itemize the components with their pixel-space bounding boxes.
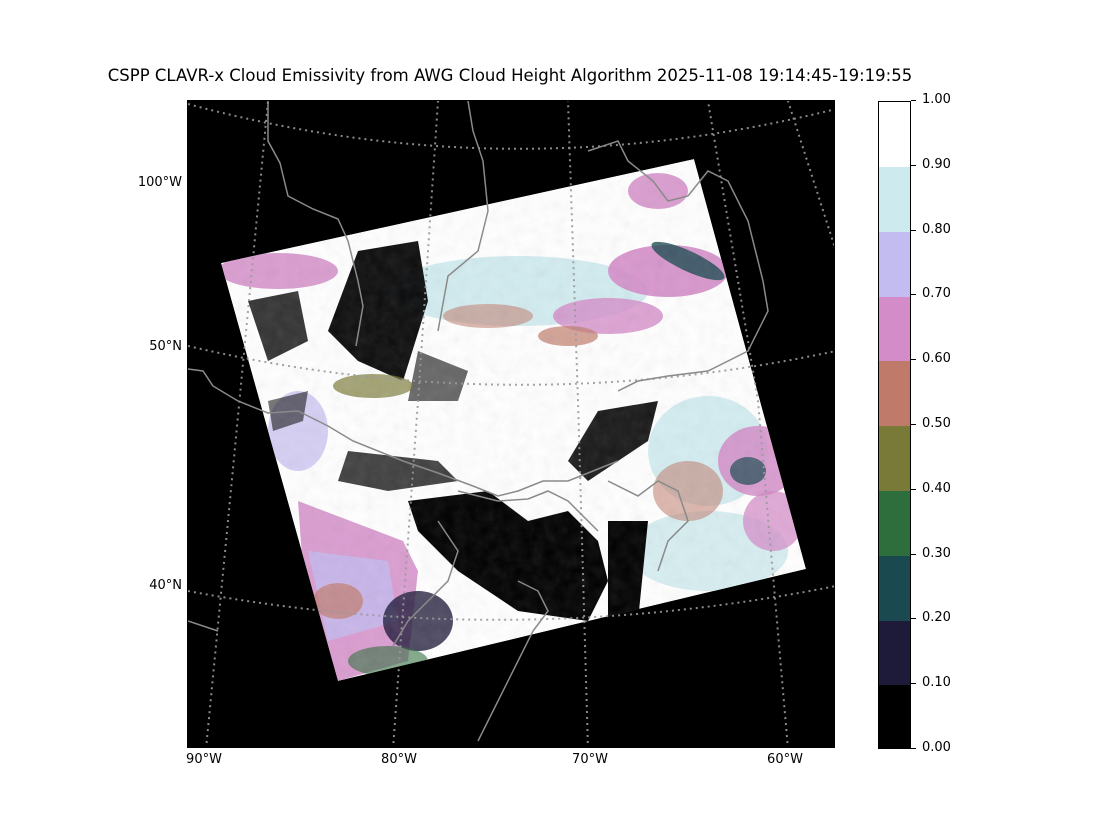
graticule <box>188 101 834 747</box>
colorbar-segment <box>879 296 910 362</box>
colorbar-segment <box>879 361 910 427</box>
colorbar-tick <box>911 748 916 749</box>
colorbar-tick-label: 0.40 <box>922 480 951 496</box>
colorbar-segment <box>879 555 910 621</box>
satellite-map <box>188 101 834 747</box>
colorbar-segment <box>879 231 910 297</box>
lat-label-40n: 40°N <box>149 578 182 593</box>
colorbar-tick <box>911 294 916 296</box>
colorbar-tick <box>911 424 916 425</box>
figure-title: CSPP CLAVR-x Cloud Emissivity from AWG C… <box>107 66 913 85</box>
colorbar-tick-label: 0.20 <box>922 610 951 626</box>
colorbar-tick-label: 1.00 <box>922 92 951 107</box>
lat-label-50n: 50°N <box>149 339 182 354</box>
colorbar-tick <box>911 683 916 685</box>
colorbar-tick-label: 0.10 <box>922 675 951 691</box>
colorbar-tick-label: 0.90 <box>922 156 951 172</box>
lon-label-80w: 80°W <box>381 752 417 767</box>
colorbar-tick-label: 0.80 <box>922 221 951 237</box>
colorbar-tick <box>911 100 916 101</box>
coastlines <box>188 101 769 742</box>
colorbar-tick <box>911 359 916 361</box>
colorbar-segment <box>879 490 910 556</box>
colorbar-tick <box>911 553 916 555</box>
colorbar-segment <box>879 685 910 748</box>
colorbar-tick <box>911 229 916 231</box>
colorbar-segment <box>879 166 910 232</box>
colorbar-tick <box>911 488 916 490</box>
cloud-swath <box>221 159 806 681</box>
colorbar-tick-label: 0.60 <box>922 351 951 367</box>
lon-label-90w: 90°W <box>186 752 222 767</box>
colorbar-tick-label: 0.70 <box>922 286 951 302</box>
colorbar-segment <box>879 102 910 167</box>
colorbar-segment <box>879 620 910 686</box>
colorbar-tick-label: 0.00 <box>922 740 951 755</box>
colorbar-tick-label: 0.30 <box>922 545 951 561</box>
colorbar-segment <box>879 426 910 491</box>
lat-label-100w: 100°W <box>137 175 182 190</box>
colorbar-tick-label: 0.50 <box>922 416 951 431</box>
colorbar <box>878 101 911 749</box>
colorbar-tick <box>911 618 916 620</box>
map-area[interactable] <box>187 100 835 748</box>
colorbar-tick <box>911 164 916 166</box>
lon-label-70w: 70°W <box>572 752 608 767</box>
lon-label-60w: 60°W <box>767 752 803 767</box>
